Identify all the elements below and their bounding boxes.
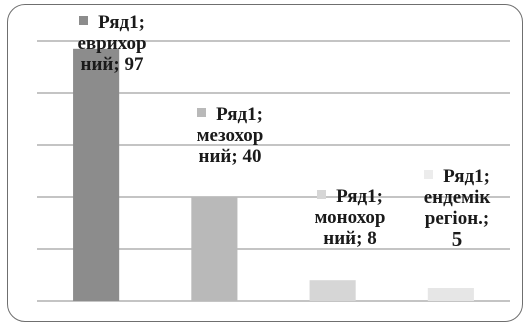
series-marker-1 (79, 16, 89, 26)
bar-1 (73, 48, 120, 301)
data-label-1-line1: еврихор (77, 33, 147, 54)
data-label-3: Ряд1; монохор ний; 8 (280, 186, 420, 249)
data-label-2-line1: мезохор (196, 125, 264, 146)
series-marker-3 (317, 190, 327, 200)
data-label-3-line1: монохор (314, 207, 386, 228)
data-label-3-series: Ряд1; (336, 186, 383, 207)
data-label-3-line2: ний; 8 (323, 228, 377, 249)
data-label-1: Ряд1; еврихор ний; 97 (42, 12, 182, 75)
data-label-2: Ряд1; мезохор ний; 40 (160, 104, 300, 167)
series-marker-4 (424, 170, 434, 180)
data-label-1-series: Ряд1; (98, 12, 145, 33)
data-label-4-line2: регіон.; (424, 208, 490, 229)
series-marker-2 (197, 108, 207, 118)
data-label-4-series: Ряд1; (443, 166, 490, 187)
data-label-1-line2: ний; 97 (80, 54, 144, 75)
data-label-4-line1: ендемік (423, 187, 491, 208)
data-label-4: Ряд1; ендемік регіон.; 5 (392, 166, 522, 250)
bar-3 (309, 280, 356, 301)
data-label-2-series: Ряд1; (216, 104, 263, 125)
bar-4 (427, 288, 474, 301)
data-label-4-line3: 5 (451, 227, 463, 251)
data-label-2-line2: ний; 40 (198, 146, 262, 167)
bar-2 (191, 197, 238, 301)
